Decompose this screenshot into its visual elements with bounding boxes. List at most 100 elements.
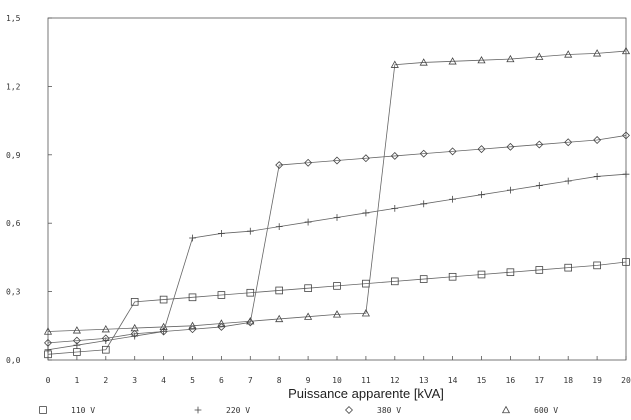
x-tick-label: 12 — [390, 376, 400, 385]
x-tick-label: 2 — [103, 376, 108, 385]
x-tick-label: 17 — [534, 376, 544, 385]
plot-frame — [47, 17, 627, 361]
legend-item-600-v: 600 V — [501, 405, 558, 415]
data-point — [361, 154, 370, 163]
y-tick-label: 0,9 — [6, 151, 21, 160]
data-point — [622, 258, 630, 266]
data-point — [390, 60, 399, 68]
data-point — [593, 49, 602, 57]
data-point — [218, 230, 225, 237]
data-point — [217, 291, 226, 299]
data-point — [564, 50, 573, 58]
x-tick-label: 3 — [132, 376, 137, 385]
data-point — [304, 158, 313, 167]
series-220-v — [44, 170, 630, 354]
data-point — [535, 182, 543, 189]
data-point — [217, 322, 226, 331]
series-110-v — [44, 258, 630, 359]
series-line-220-v — [47, 173, 627, 351]
data-point — [130, 323, 139, 332]
data-point — [535, 52, 544, 60]
data-point — [73, 348, 81, 356]
x-axis: 0 1 2 3 4 5 6 7 8 9 10 11 12 13 14 15 16 17 18 19 20 — [46, 356, 631, 385]
data-point — [535, 140, 544, 149]
data-point — [420, 200, 428, 208]
data-point — [43, 327, 53, 335]
data-point — [506, 142, 515, 151]
data-point — [275, 314, 284, 323]
data-point — [478, 191, 485, 199]
data-point — [593, 173, 601, 180]
x-tick-label: 4 — [161, 376, 166, 385]
data-point — [419, 275, 428, 283]
y-tick-label: 0,3 — [6, 288, 21, 297]
x-tick-label: 6 — [219, 376, 224, 385]
data-point — [246, 317, 255, 325]
data-point — [44, 346, 52, 354]
data-point — [73, 341, 81, 349]
data-point — [275, 286, 283, 295]
data-point — [44, 338, 52, 347]
data-point — [333, 156, 341, 165]
legend-item-110-v: 110 V — [39, 406, 95, 415]
data-point — [246, 227, 254, 235]
data-point — [189, 234, 196, 242]
x-tick-label: 0 — [46, 376, 51, 385]
data-point — [419, 58, 428, 66]
plus-icon — [194, 406, 202, 414]
data-point — [72, 326, 81, 334]
data-point — [535, 266, 544, 274]
data-point — [477, 55, 486, 64]
series-line-110-v — [47, 261, 627, 355]
x-tick-label: 15 — [477, 376, 487, 385]
legend-item-380-v: 380 V — [345, 406, 401, 415]
data-point — [217, 319, 226, 327]
data-point — [477, 145, 486, 154]
series-line-600-v — [47, 50, 627, 332]
data-point — [507, 186, 514, 194]
x-tick-label: 13 — [419, 376, 429, 385]
y-axis: 0,0 0,3 0,6 0,9 1,2 1,5 — [6, 14, 52, 365]
data-point — [304, 284, 312, 292]
legend-label: 220 V — [226, 406, 250, 415]
data-point — [361, 309, 370, 317]
data-point — [333, 282, 341, 290]
data-point — [101, 324, 110, 333]
x-axis-title: Puissance apparente [kVA] — [288, 386, 444, 401]
data-point — [391, 204, 399, 212]
legend-label: 380 V — [377, 406, 401, 415]
data-point — [506, 268, 515, 277]
data-point — [130, 329, 139, 338]
data-point — [246, 288, 255, 297]
data-point — [102, 345, 110, 354]
legend: 110 V 220 V 380 V 600 V — [39, 405, 558, 415]
data-point — [622, 131, 630, 140]
x-tick-label: 20 — [621, 376, 631, 385]
y-tick-label: 1,2 — [6, 82, 21, 91]
legend-label: 600 V — [534, 406, 558, 415]
data-point — [564, 177, 572, 185]
data-point — [564, 263, 572, 272]
x-tick-label: 18 — [563, 376, 573, 385]
triangle-icon — [501, 405, 511, 414]
data-point — [275, 161, 284, 170]
x-tick-label: 10 — [332, 376, 342, 385]
data-point — [333, 214, 341, 221]
data-point — [159, 295, 168, 304]
x-tick-label: 7 — [248, 376, 253, 385]
data-point — [477, 270, 486, 279]
legend-label: 110 V — [71, 406, 95, 415]
data-point — [188, 321, 197, 329]
data-point — [419, 149, 428, 158]
square-icon — [39, 406, 47, 414]
x-tick-label: 8 — [277, 376, 282, 385]
y-tick-label: 1,5 — [6, 14, 21, 23]
x-tick-label: 19 — [592, 376, 602, 385]
data-point — [362, 209, 370, 217]
x-tick-label: 9 — [306, 376, 311, 385]
data-point — [449, 195, 456, 203]
y-tick-label: 0,6 — [6, 219, 21, 228]
data-point — [304, 218, 312, 226]
series-group — [43, 46, 631, 359]
